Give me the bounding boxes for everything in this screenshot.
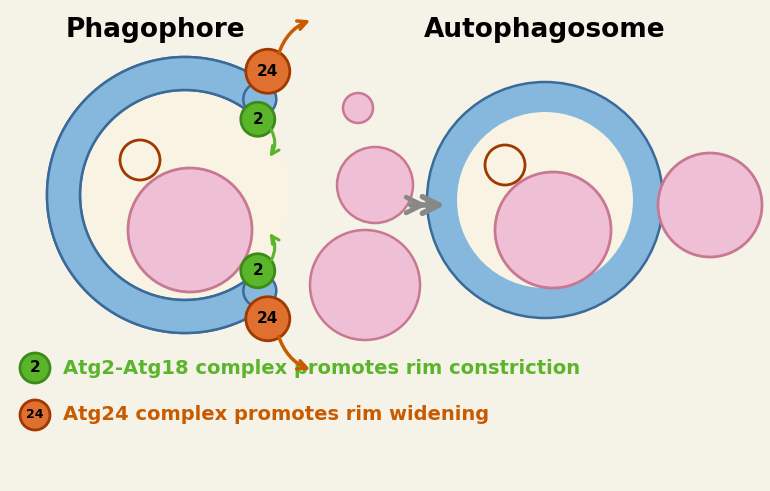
Circle shape	[658, 153, 762, 257]
Text: Atg2-Atg18 complex promotes rim constriction: Atg2-Atg18 complex promotes rim constric…	[63, 358, 580, 378]
Circle shape	[80, 90, 290, 300]
Circle shape	[120, 140, 160, 180]
Circle shape	[457, 112, 633, 288]
Text: 24: 24	[257, 311, 279, 326]
Text: 2: 2	[253, 112, 263, 127]
Circle shape	[128, 168, 252, 292]
Text: Atg24 complex promotes rim widening: Atg24 complex promotes rim widening	[63, 406, 489, 425]
PathPatch shape	[47, 57, 270, 333]
Text: Autophagosome: Autophagosome	[424, 17, 666, 43]
Text: Phagophore: Phagophore	[65, 17, 245, 43]
Text: 24: 24	[26, 409, 44, 421]
Circle shape	[337, 147, 413, 223]
Circle shape	[241, 102, 275, 136]
Circle shape	[485, 145, 525, 185]
PathPatch shape	[47, 57, 270, 333]
Text: 2: 2	[253, 263, 263, 278]
Circle shape	[246, 297, 290, 341]
Circle shape	[246, 49, 290, 93]
Circle shape	[343, 93, 373, 123]
Circle shape	[20, 353, 50, 383]
Circle shape	[20, 400, 50, 430]
Circle shape	[243, 274, 276, 307]
Text: 24: 24	[257, 64, 279, 79]
Circle shape	[241, 254, 275, 288]
Circle shape	[243, 83, 276, 116]
Text: 2: 2	[29, 360, 40, 376]
Circle shape	[310, 230, 420, 340]
Circle shape	[495, 172, 611, 288]
Circle shape	[427, 82, 663, 318]
